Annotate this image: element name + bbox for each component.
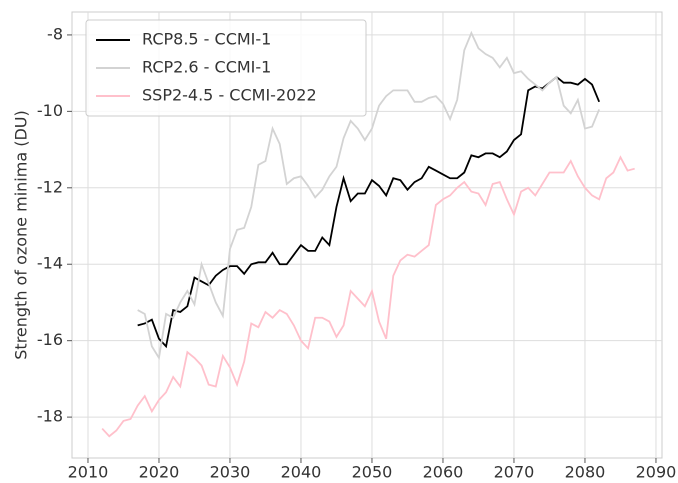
legend-label: RCP2.6 - CCMI-1 bbox=[142, 58, 271, 77]
x-tick-label: 2030 bbox=[210, 463, 251, 482]
x-tick-label: 2050 bbox=[352, 463, 393, 482]
data-line bbox=[137, 30, 601, 361]
legend-label: SSP2-4.5 - CCMI-2022 bbox=[142, 86, 317, 105]
x-tick-label: 2060 bbox=[423, 463, 464, 482]
legend-label: RCP8.5 - CCMI-1 bbox=[142, 30, 271, 49]
y-tick-label: -8 bbox=[47, 24, 63, 43]
y-tick-label: -14 bbox=[37, 254, 63, 273]
y-axis-label: Strength of ozone minima (DU) bbox=[12, 110, 31, 359]
y-tick-label: -18 bbox=[37, 407, 63, 426]
x-tick-label: 2010 bbox=[68, 463, 109, 482]
data-line bbox=[101, 155, 635, 438]
y-tick-label: -16 bbox=[37, 330, 63, 349]
x-tick-label: 2080 bbox=[565, 463, 606, 482]
y-tick-label: -12 bbox=[37, 177, 63, 196]
legend-box bbox=[85, 19, 367, 117]
x-tick-label: 2020 bbox=[139, 463, 180, 482]
y-tick-label: -10 bbox=[37, 101, 63, 120]
x-tick-label: 2070 bbox=[494, 463, 535, 482]
x-tick-label: 2090 bbox=[636, 463, 677, 482]
x-tick-label: 2040 bbox=[281, 463, 322, 482]
data-line bbox=[137, 75, 601, 349]
